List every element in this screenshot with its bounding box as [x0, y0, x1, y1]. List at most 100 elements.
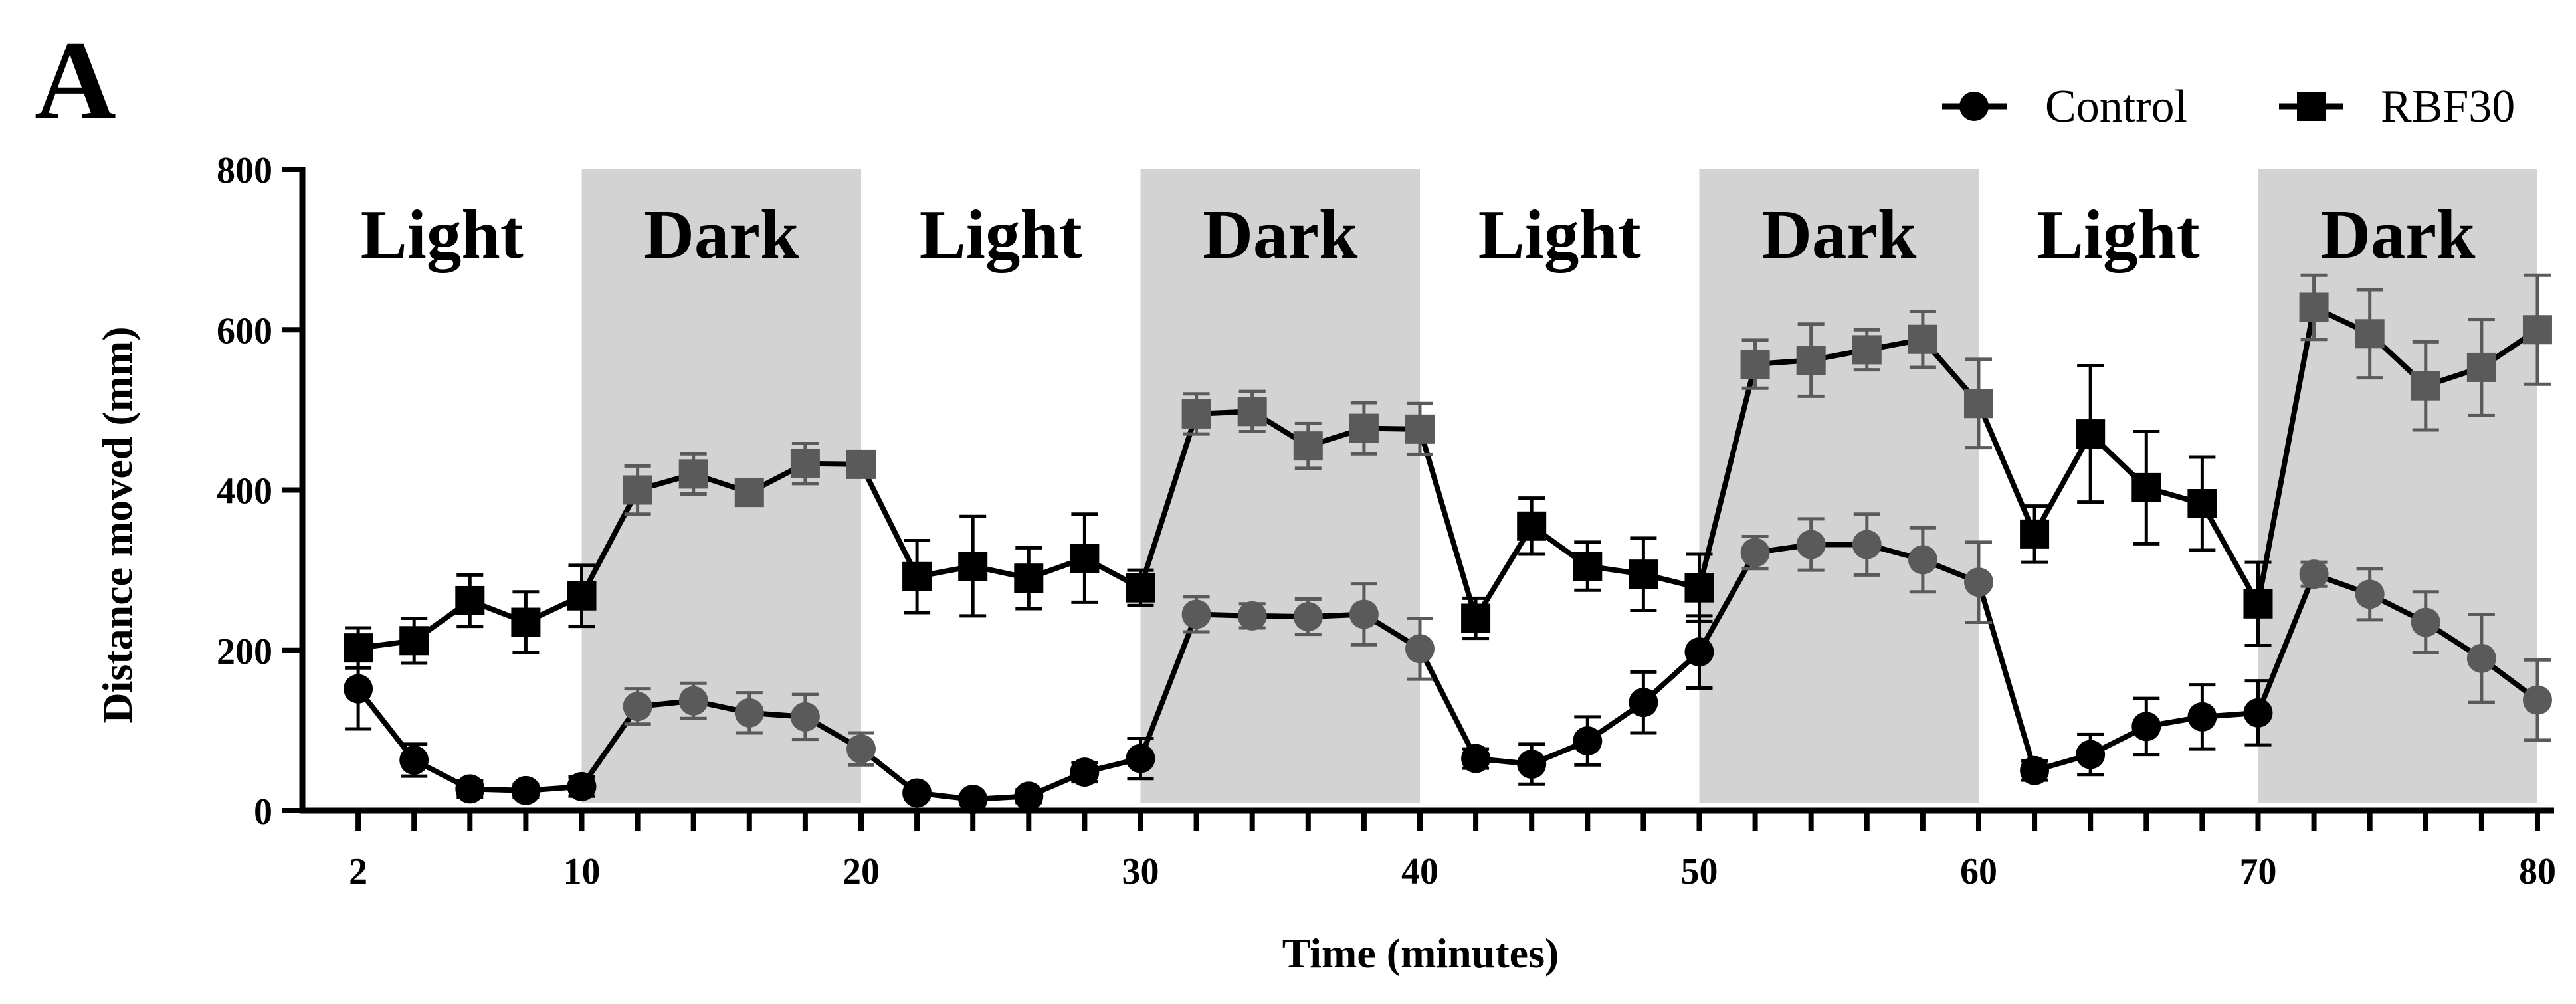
data-point-control	[2411, 607, 2440, 637]
data-point-rbf30	[2076, 419, 2106, 449]
data-point-rbf30	[1963, 389, 1993, 419]
data-point-control	[790, 702, 820, 732]
period-label-dark: Dark	[2320, 195, 2476, 273]
data-point-rbf30	[2020, 519, 2050, 549]
data-point-control	[678, 686, 708, 716]
dark-period-shade	[1699, 169, 1979, 803]
data-point-control	[1126, 744, 1155, 773]
data-point-control	[1963, 567, 1993, 597]
period-label-light: Light	[1478, 195, 1641, 273]
series-rbf30	[344, 273, 2552, 670]
data-point-control	[1237, 601, 1267, 631]
data-point-rbf30	[734, 478, 764, 508]
data-point-control	[511, 775, 541, 805]
dark-period-shade	[1140, 169, 1420, 803]
data-point-rbf30	[1181, 399, 1211, 429]
data-point-control	[2020, 755, 2050, 785]
data-point-control	[2466, 643, 2496, 673]
data-point-control	[1796, 530, 1826, 559]
series-line-control	[355, 542, 2539, 803]
x-tick-label: 10	[563, 851, 600, 892]
data-point-rbf30	[1629, 559, 1658, 589]
series-layer	[344, 273, 2552, 815]
data-point-rbf30	[2187, 489, 2217, 519]
data-point-control	[1517, 750, 1547, 779]
x-tick-label: 60	[1960, 851, 1997, 892]
data-point-rbf30	[2243, 589, 2273, 619]
data-point-control	[567, 771, 597, 801]
data-point-rbf30	[1740, 350, 1770, 379]
period-label-light: Light	[2037, 195, 2200, 273]
data-point-rbf30	[1014, 563, 1044, 593]
data-point-control	[1461, 744, 1491, 773]
data-point-control	[1181, 599, 1211, 629]
legend-label-rbf30: RBF30	[2381, 81, 2515, 132]
period-label-dark: Dark	[1203, 195, 1358, 273]
x-tick-label: 20	[842, 851, 880, 892]
data-point-rbf30	[2411, 371, 2440, 401]
data-point-rbf30	[678, 459, 708, 489]
data-point-rbf30	[511, 607, 541, 637]
legend-item-control: Control	[1942, 81, 2187, 132]
legend-item-rbf30: RBF30	[2279, 81, 2515, 132]
period-shading-layer	[581, 169, 2537, 803]
data-point-control	[1070, 757, 1100, 787]
legend-square-marker	[2297, 92, 2326, 121]
data-point-rbf30	[1796, 346, 1826, 375]
period-label-dark: Dark	[644, 195, 799, 273]
data-point-control	[1293, 602, 1323, 632]
x-tick-label: 30	[1122, 851, 1159, 892]
axes-layer: 0 200 400 600 800 2 10 20 30 40 50 60 70 80	[217, 150, 2556, 892]
data-point-rbf30	[1461, 603, 1491, 633]
data-point-rbf30	[1684, 573, 1714, 603]
series-line-rbf30	[357, 304, 2539, 651]
data-point-rbf30	[2131, 472, 2161, 502]
y-tick-label: 600	[217, 310, 272, 351]
y-tick-label: 200	[217, 631, 272, 672]
data-point-control	[399, 746, 429, 775]
data-point-rbf30	[2299, 292, 2329, 322]
data-point-control	[1349, 599, 1379, 629]
legend-circle-marker	[1959, 92, 1989, 121]
period-label-light: Light	[920, 195, 1082, 273]
data-point-control	[1740, 538, 1770, 567]
data-point-rbf30	[623, 475, 652, 505]
data-point-control	[1908, 545, 1937, 575]
data-point-rbf30	[790, 449, 820, 478]
y-tick-label: 800	[217, 150, 272, 191]
data-point-rbf30	[1237, 397, 1267, 427]
data-point-rbf30	[1573, 552, 1603, 581]
x-tick-label: 40	[1401, 851, 1438, 892]
data-point-rbf30	[846, 449, 876, 479]
series-control	[344, 512, 2552, 815]
data-point-control	[734, 698, 764, 728]
x-tick-label: 70	[2239, 851, 2276, 892]
data-point-control	[1852, 530, 1882, 559]
data-point-rbf30	[958, 552, 988, 581]
data-point-rbf30	[2355, 319, 2385, 349]
legend-label-control: Control	[2045, 81, 2187, 132]
data-point-control	[1684, 637, 1714, 667]
data-point-control	[2243, 698, 2273, 728]
data-point-rbf30	[1070, 544, 1100, 573]
data-point-rbf30	[2466, 352, 2496, 382]
y-axis-title: Distance moved (mm)	[94, 326, 141, 723]
x-tick-label: 80	[2519, 851, 2556, 892]
data-point-rbf30	[1852, 335, 1882, 365]
data-point-rbf30	[1405, 414, 1435, 444]
data-point-control	[846, 734, 876, 764]
data-point-rbf30	[455, 585, 485, 615]
data-point-control	[2522, 685, 2552, 715]
data-point-control	[1405, 634, 1435, 664]
data-point-control	[2076, 740, 2106, 769]
data-point-rbf30	[567, 581, 597, 611]
label-layer: Light Dark Light Dark Light Dark Light Dark	[361, 195, 2476, 273]
y-tick-label: 0	[254, 791, 272, 833]
data-point-control	[958, 785, 988, 815]
data-point-control	[455, 774, 485, 804]
data-point-rbf30	[2522, 315, 2552, 345]
legend: Control RBF30	[1942, 81, 2515, 132]
data-point-control	[623, 692, 652, 722]
x-tick-label: 2	[349, 851, 367, 892]
period-label-dark: Dark	[1761, 195, 1917, 273]
